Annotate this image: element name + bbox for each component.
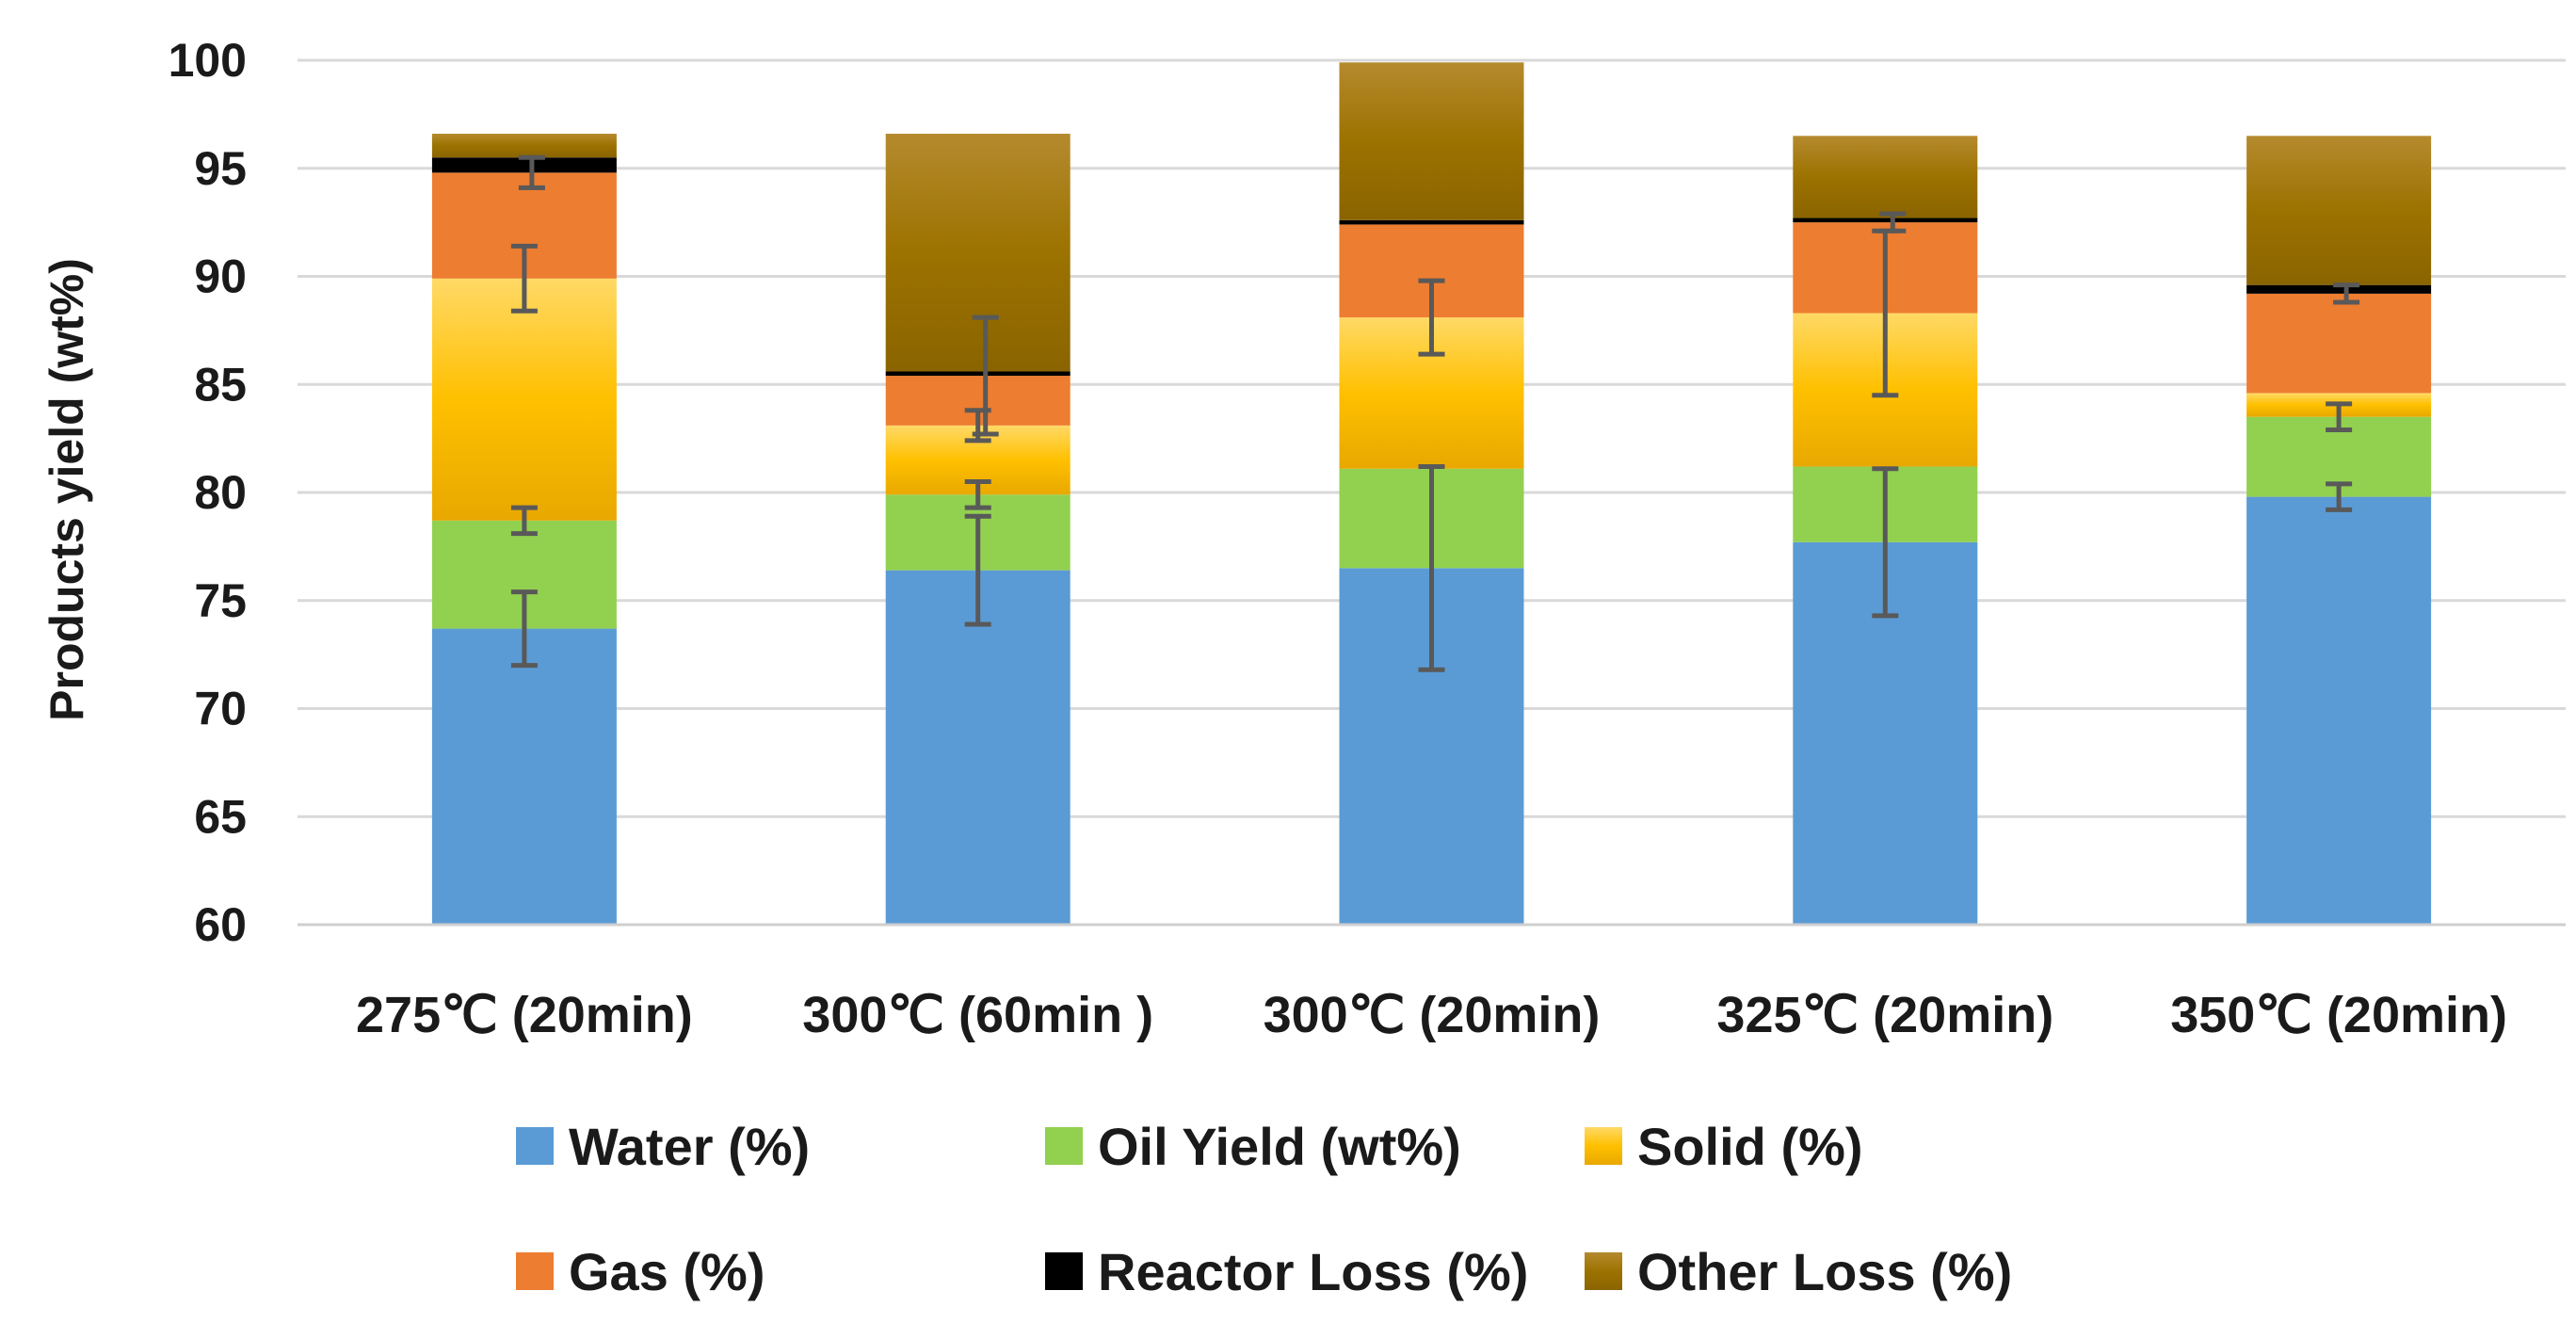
bar-reactor-loss-5 <box>2246 284 2432 294</box>
x-tick-labels: 275℃ (20min) 300℃ (60min ) 300℃ (20min) 325… <box>356 987 2507 1043</box>
bar-other-loss-1 <box>431 134 617 158</box>
y-axis-title: Products yield (wt%) <box>40 258 93 721</box>
legend-swatch <box>1045 1252 1083 1290</box>
legend-label: Other Loss (%) <box>1637 1242 2012 1301</box>
error-bars <box>510 154 2360 672</box>
error-bar-water-2 <box>964 513 991 627</box>
error-bar-water-5 <box>2326 481 2353 512</box>
error-bar-oil-yield-wt-2 <box>964 479 991 510</box>
bar-gas-5 <box>2246 293 2432 394</box>
error-bar-water-3 <box>1418 463 1445 672</box>
bar-water-5 <box>2246 496 2432 925</box>
legend-swatch <box>1045 1127 1083 1165</box>
legend-swatch <box>1585 1252 1622 1290</box>
bar-reactor-loss-1 <box>431 157 617 173</box>
x-tick-label: 300℃ (20min) <box>1264 987 1601 1043</box>
legend-item-solid: Solid (%) <box>1585 1117 1863 1176</box>
error-bar-oil-yield-wt-5 <box>2326 401 2353 432</box>
legend-label: Gas (%) <box>569 1242 765 1301</box>
error-bar-solid-3 <box>1418 278 1445 357</box>
legend-item-gas: Gas (%) <box>516 1242 765 1301</box>
legend-label: Oil Yield (wt%) <box>1098 1117 1461 1176</box>
bar-other-loss-5 <box>2246 136 2432 285</box>
error-bar-oil-yield-wt-1 <box>510 505 538 537</box>
y-tick-label: 90 <box>194 250 247 303</box>
error-bar-gas-1 <box>518 154 545 190</box>
legend-item-other-loss: Other Loss (%) <box>1585 1242 2012 1301</box>
legend-label: Reactor Loss (%) <box>1098 1242 1528 1301</box>
bar-reactor-loss-2 <box>885 371 1071 377</box>
bars <box>431 62 2432 925</box>
legend-item-reactor-loss: Reactor Loss (%) <box>1045 1242 1528 1301</box>
y-tick-label: 95 <box>194 142 247 195</box>
y-tick-label: 65 <box>194 790 247 843</box>
y-tick-label: 75 <box>194 574 247 627</box>
x-tick-label: 300℃ (60min ) <box>802 987 1153 1043</box>
legend-swatch <box>1585 1127 1622 1165</box>
bar-other-loss-2 <box>885 134 1071 372</box>
legend-label: Solid (%) <box>1637 1117 1863 1176</box>
y-tick-label: 100 <box>169 34 247 87</box>
y-tick-label: 85 <box>194 358 247 411</box>
bar-water-1 <box>431 628 617 925</box>
y-tick-label: 60 <box>194 898 247 951</box>
x-tick-label: 325℃ (20min) <box>1716 987 2053 1043</box>
error-bar-water-4 <box>1872 466 1899 619</box>
y-tick-label: 80 <box>194 466 247 519</box>
error-bar-solid-1 <box>510 243 538 314</box>
bar-water-2 <box>885 570 1071 925</box>
bar-solid-1 <box>431 278 617 521</box>
legend-item-water: Water (%) <box>516 1117 810 1176</box>
legend: Water (%) Oil Yield (wt%) Solid (%) Gas (%)… <box>516 1117 2012 1301</box>
legend-item-oil-yield-wt: Oil Yield (wt%) <box>1045 1117 1461 1176</box>
y-tick-labels: 60 65 70 75 80 85 90 95 100 <box>169 34 247 951</box>
bar-reactor-loss-3 <box>1339 219 1524 225</box>
x-tick-label: 275℃ (20min) <box>356 987 693 1043</box>
bar-other-loss-4 <box>1793 136 1978 218</box>
error-bar-gas-5 <box>2333 282 2360 305</box>
y-tick-label: 70 <box>194 683 247 735</box>
bar-reactor-loss-4 <box>1793 218 1978 223</box>
bar-other-loss-3 <box>1339 62 1524 220</box>
legend-swatch <box>516 1252 554 1290</box>
legend-label: Water (%) <box>569 1117 810 1176</box>
legend-swatch <box>516 1127 554 1165</box>
error-bar-gas-4 <box>1879 211 1907 234</box>
x-tick-label: 350℃ (20min) <box>2170 987 2507 1043</box>
error-bar-gas-2 <box>972 315 999 437</box>
error-bar-water-1 <box>510 589 538 669</box>
